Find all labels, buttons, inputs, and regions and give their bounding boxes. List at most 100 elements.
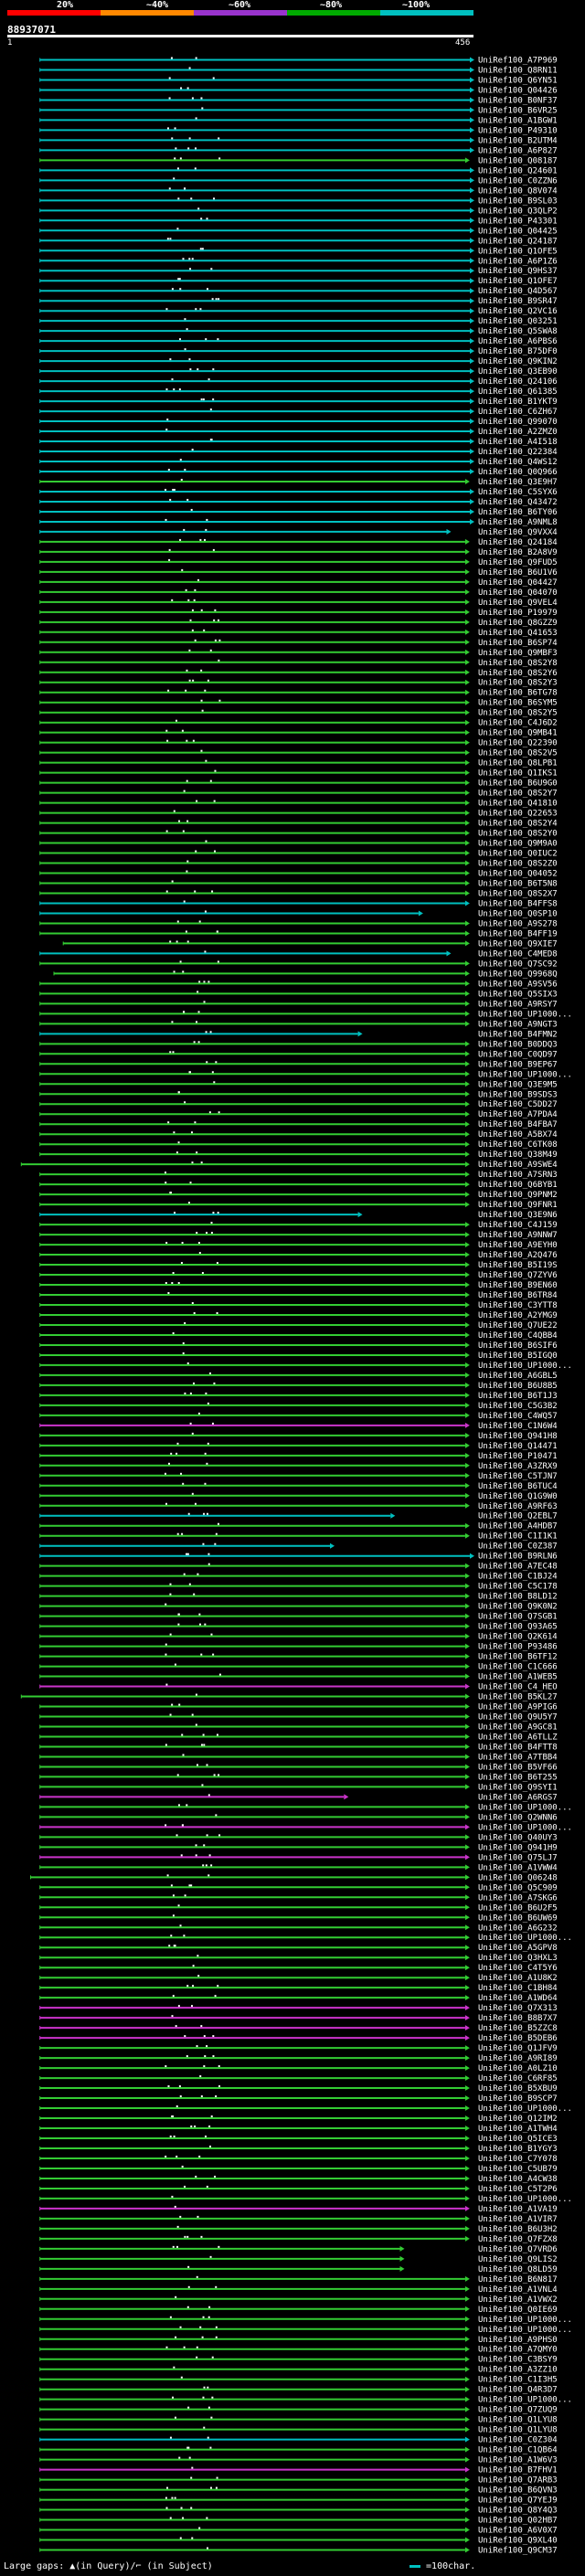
hit-label: UniRef100_Q4D567 (478, 287, 558, 296)
hit-label: UniRef100_A9NNW7 (478, 1231, 558, 1240)
hit-end-arrow (464, 538, 470, 545)
hit-label: UniRef100_A3ZRX9 (478, 1462, 558, 1471)
hit-label: UniRef100_Q1OFE7 (478, 277, 558, 286)
hit-label: UniRef100_A0LZ10 (478, 2064, 558, 2073)
gap-marker (173, 177, 176, 180)
gap-marker (177, 1141, 180, 1144)
hit-label: UniRef100_C7Y078 (478, 2155, 558, 2164)
hit-label: UniRef100_Q06248 (478, 1873, 558, 1882)
gap-marker (186, 1362, 189, 1364)
gap-marker (218, 659, 220, 662)
gap-marker (200, 1161, 203, 1164)
hit-label: UniRef100_A9PIG6 (478, 1703, 558, 1712)
gap-marker (204, 1482, 207, 1485)
hit-label: UniRef100_B5I19S (478, 1261, 558, 1270)
gap-marker (192, 1382, 195, 1384)
gap-marker (177, 197, 180, 200)
gap-marker (200, 217, 203, 220)
gap-marker (197, 1041, 200, 1044)
gap-marker (208, 2145, 211, 2147)
gap-marker (195, 117, 197, 120)
gap-marker (190, 197, 193, 200)
hit-label: UniRef100_B1YGY3 (478, 2145, 558, 2154)
gap-marker (218, 298, 220, 301)
gap-marker (182, 2517, 185, 2519)
hit-label: UniRef100_B7FHV1 (478, 2466, 558, 2475)
hit-end-arrow (464, 1844, 470, 1850)
hit-end-arrow (470, 348, 474, 355)
gap-marker (206, 2045, 208, 2048)
gap-marker (202, 2316, 205, 2318)
hit-label: UniRef100_Q9FNR1 (478, 1201, 558, 1210)
gap-marker (192, 739, 195, 742)
hit-end-arrow (470, 217, 474, 224)
gap-marker (200, 97, 203, 100)
hit-end-arrow (464, 1995, 470, 2001)
gap-marker (174, 2496, 176, 2499)
gap-marker (168, 97, 171, 100)
gap-marker (184, 2035, 186, 2038)
hit-label: UniRef100_A6V0X7 (478, 2527, 558, 2536)
hit-end-arrow (464, 669, 470, 675)
hit-end-arrow (464, 890, 470, 896)
hit-end-arrow (464, 699, 470, 705)
gap-marker (196, 2045, 198, 2048)
gap-marker (165, 388, 168, 391)
gap-marker (165, 729, 168, 732)
hit-end-arrow (470, 419, 474, 425)
gap-marker (187, 2446, 190, 2449)
hit-end-arrow (464, 2095, 470, 2102)
hit-end-arrow (470, 147, 474, 154)
gap-marker (192, 679, 195, 682)
gap-marker (193, 599, 196, 601)
gap-marker (168, 558, 171, 561)
gap-marker (187, 2265, 190, 2268)
gap-marker (215, 1814, 218, 1817)
hit-end-arrow (464, 1834, 470, 1840)
gap-marker (206, 1462, 208, 1465)
hit-end-arrow (446, 950, 452, 957)
gap-marker (197, 1573, 199, 1575)
hit-end-arrow (470, 308, 474, 314)
hit-label: UniRef100_Q0IE69 (478, 2306, 558, 2315)
hit-end-arrow (464, 1462, 470, 1468)
hit-end-arrow (446, 528, 452, 535)
hit-end-arrow (464, 2386, 470, 2392)
gap-marker (178, 820, 181, 822)
gap-marker (171, 378, 174, 381)
gap-marker (200, 1653, 203, 1656)
hit-end-arrow (464, 2205, 470, 2211)
hit-end-arrow (464, 790, 470, 796)
gap-marker (215, 2285, 218, 2288)
hit-label: UniRef100_Q941H8 (478, 1432, 558, 1441)
hit-end-arrow (464, 991, 470, 997)
hit-end-arrow (464, 2496, 470, 2503)
hit-end-arrow (470, 518, 474, 525)
hit-label: UniRef100_Q4R3D7 (478, 2386, 558, 2395)
hit-label: UniRef100_C1I3H5 (478, 2376, 558, 2385)
gap-marker (206, 2185, 208, 2188)
hit-label: UniRef100_Q4WS12 (478, 458, 558, 467)
gap-marker (189, 619, 192, 621)
scale-bar-cyan (380, 10, 473, 16)
hit-label: UniRef100_B6TG78 (478, 689, 558, 698)
hit-end-arrow (470, 338, 474, 345)
hit-label: UniRef100_B0DDQ3 (478, 1040, 558, 1049)
gap-marker (191, 1492, 194, 1495)
hit-end-arrow (464, 2295, 470, 2302)
hit-end-arrow (464, 1924, 470, 1931)
hit-end-arrow (470, 258, 474, 264)
hit-end-arrow (418, 910, 423, 917)
hit-end-arrow (470, 439, 474, 445)
gap-marker (179, 338, 182, 341)
gap-marker (186, 2055, 188, 2058)
gap-marker (176, 2105, 178, 2108)
hit-end-arrow (464, 1653, 470, 1659)
gap-marker (218, 699, 221, 702)
gap-marker (203, 2065, 206, 2068)
gap-marker (179, 538, 182, 541)
hit-label: UniRef100_C4J159 (478, 1221, 558, 1230)
hit-end-arrow (464, 1965, 470, 1971)
hit-end-arrow (470, 398, 474, 405)
gap-marker (183, 528, 186, 531)
